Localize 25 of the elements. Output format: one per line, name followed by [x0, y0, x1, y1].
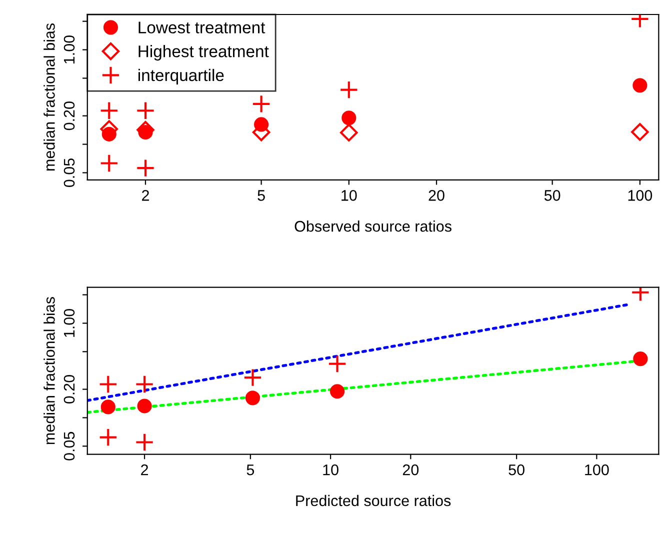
- y-tick-label: 1.00: [64, 308, 75, 337]
- legend-label: Highest treatment: [138, 45, 269, 61]
- x-tick-label: 20: [428, 190, 444, 201]
- x-tick-label: 5: [258, 190, 265, 201]
- y-tick-label: 0.05: [64, 432, 75, 460]
- y-tick-label: 0.20: [64, 102, 75, 130]
- x-tick-label: 2: [142, 190, 149, 201]
- x-tick-label: 2: [141, 464, 148, 476]
- y-tick-label: 0.05: [64, 158, 75, 188]
- x-tick-label: 10: [323, 464, 338, 476]
- x-tick-label: 20: [402, 464, 419, 476]
- y-axis-title: median fractional bias: [44, 23, 55, 170]
- x-axis-title: Observed source ratios: [294, 220, 452, 232]
- x-tick-label: 50: [508, 464, 524, 476]
- y-axis-title: median fractional bias: [44, 297, 55, 444]
- x-tick-label: 50: [544, 190, 560, 201]
- x-axis-title: Predicted source ratios: [296, 494, 451, 506]
- legend-label: Lowest treatment: [138, 22, 266, 34]
- x-tick-label: 10: [342, 190, 357, 201]
- x-tick-label: 100: [585, 464, 609, 476]
- legend-label: interquartile: [138, 68, 224, 84]
- y-tick-label: 1.00: [64, 35, 75, 64]
- y-tick-label: 0.20: [64, 374, 75, 404]
- x-tick-label: 5: [246, 464, 254, 476]
- x-tick-label: 100: [628, 190, 652, 201]
